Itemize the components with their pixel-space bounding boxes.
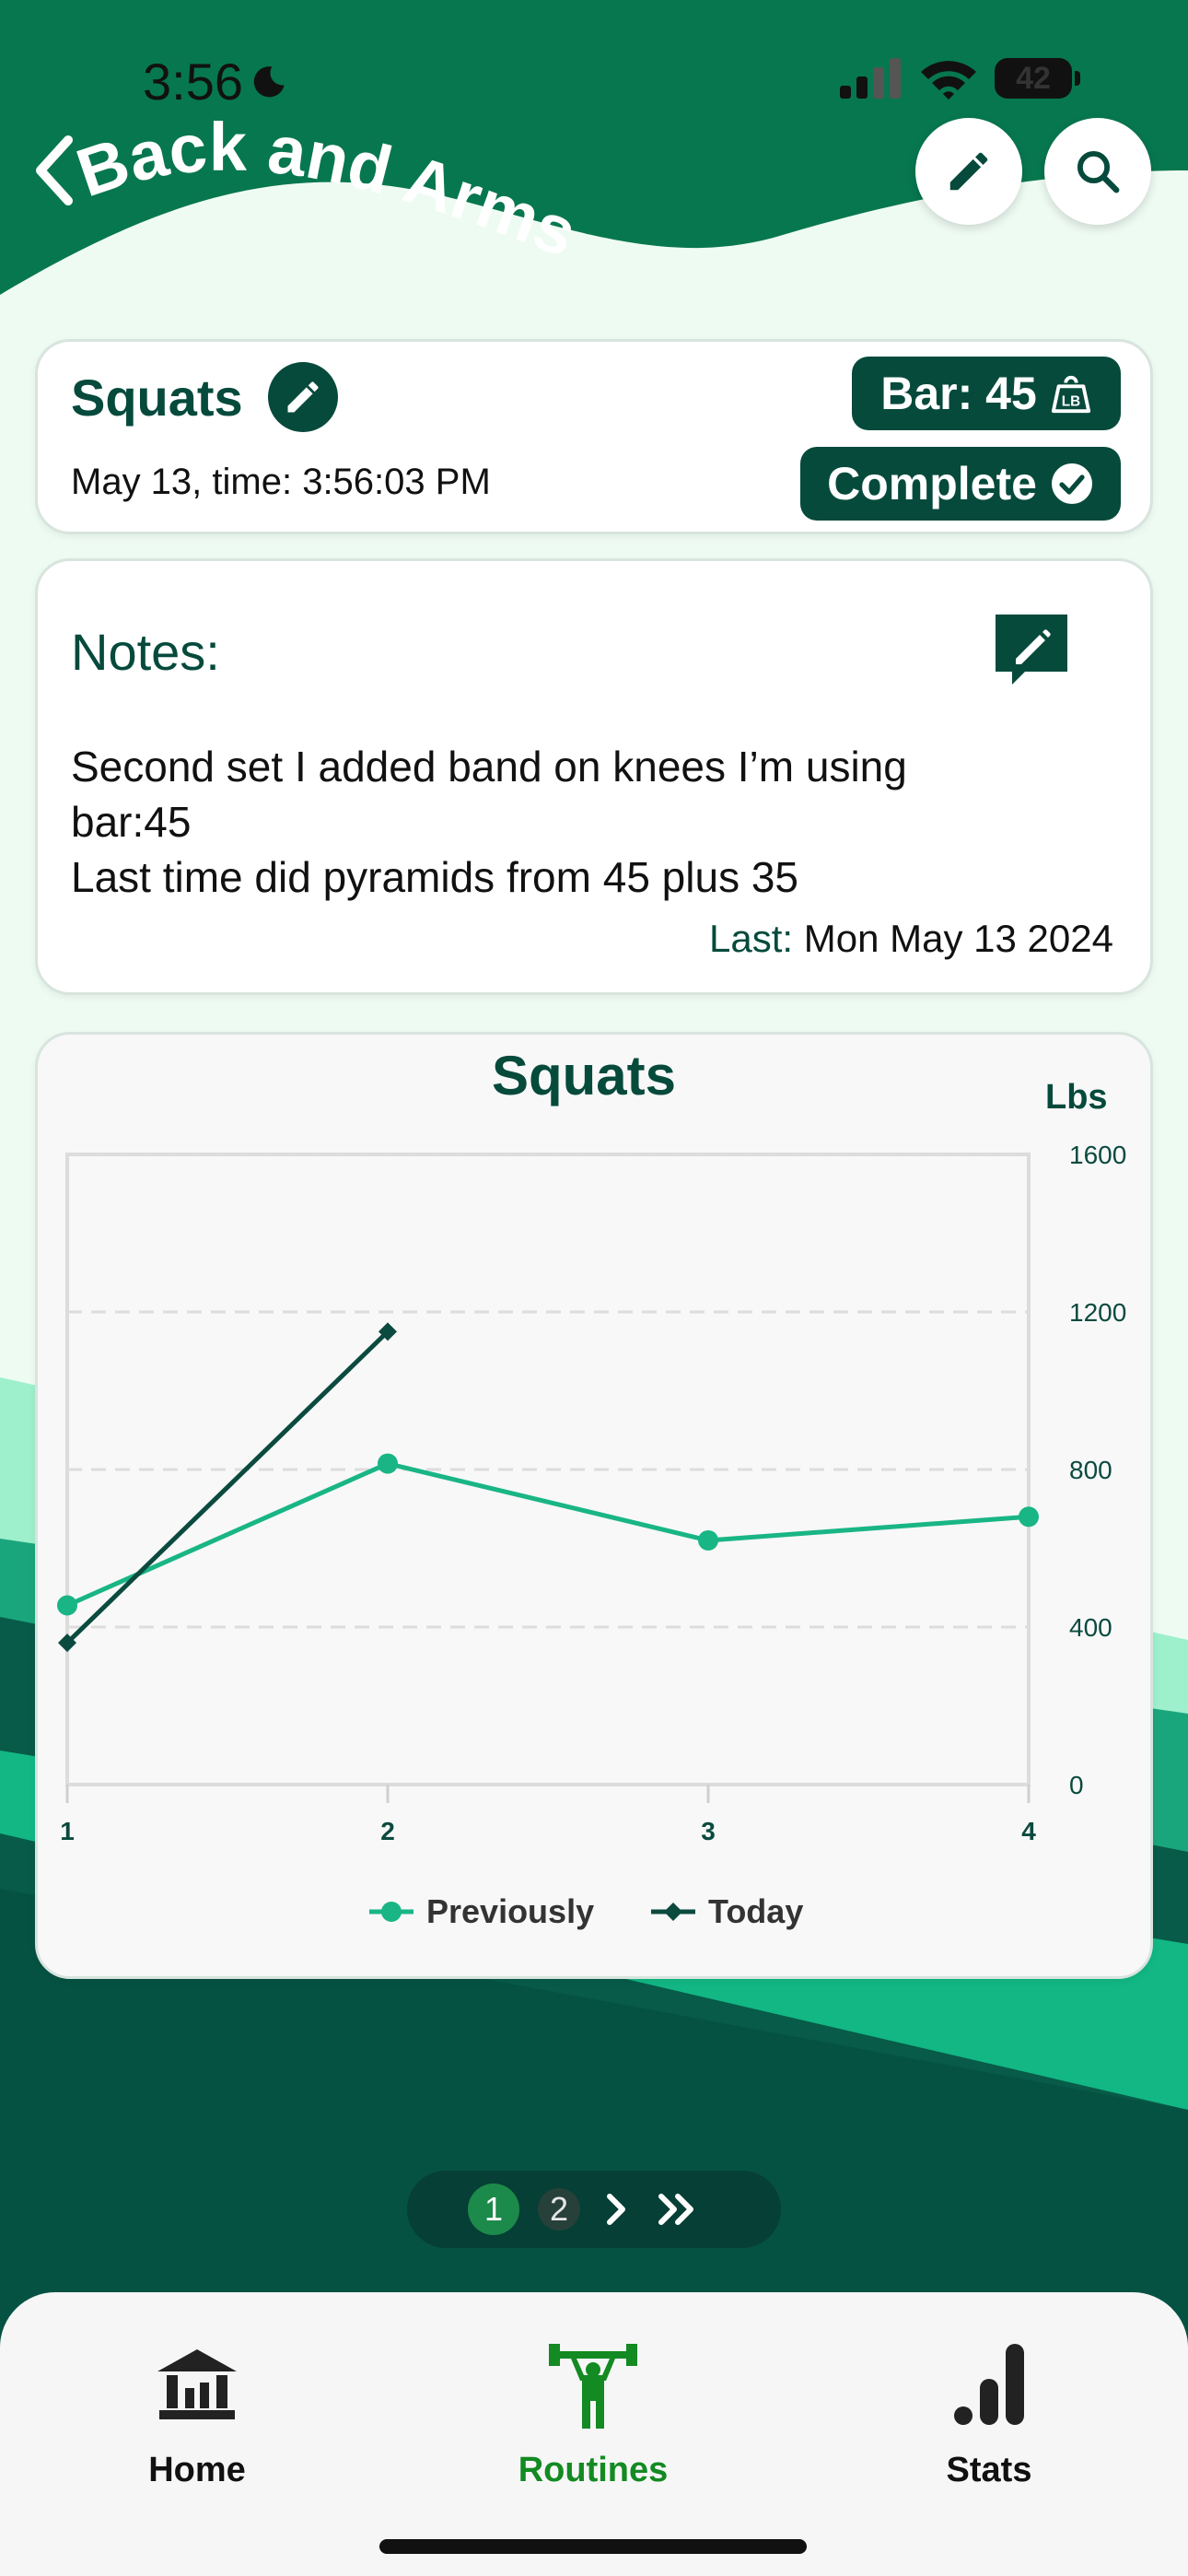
edit-note-icon[interactable]	[992, 611, 1071, 690]
notes-last-value: Mon May 13 2024	[804, 917, 1113, 960]
notes-last-date: Last: Mon May 13 2024	[709, 917, 1113, 961]
chart-card: 0 400 800 1200 1600 Lbs 1 2 3 4 Previously Today Sq…	[35, 1032, 1153, 1979]
bar-weight-label: Bar: 45	[880, 367, 1037, 420]
search-icon	[1073, 146, 1123, 196]
tab-home-label: Home	[59, 2451, 335, 2490]
svg-text:LB: LB	[1062, 393, 1080, 409]
bar-weight-button[interactable]: Bar: 45 LB	[852, 357, 1121, 430]
legend-label: Today	[708, 1892, 803, 1930]
x-tick-label: 2	[380, 1817, 395, 1845]
page-2-button[interactable]: 2	[538, 2188, 580, 2231]
exercise-date-time: May 13, time: 3:56:03 PM	[71, 462, 491, 503]
data-point	[57, 1595, 77, 1615]
notes-title: Notes:	[71, 622, 220, 682]
tab-stats-label: Stats	[851, 2451, 1127, 2490]
y-tick-label: 1200	[1069, 1298, 1126, 1327]
x-tick-label: 3	[701, 1817, 716, 1845]
tab-stats[interactable]: Stats	[851, 2329, 1127, 2490]
tab-routines[interactable]: Routines	[455, 2329, 731, 2490]
y-tick-label: 400	[1069, 1613, 1112, 1642]
legend-marker	[381, 1902, 402, 1922]
exercise-card: Squats May 13, time: 3:56:03 PM Bar: 45 …	[35, 339, 1153, 534]
y-tick-label: 0	[1069, 1771, 1084, 1799]
notes-line: Last time did pyramids from 45 plus 35	[71, 852, 798, 902]
data-point	[698, 1530, 718, 1551]
battery-icon: 42	[995, 58, 1072, 99]
y-tick-label: 800	[1069, 1456, 1112, 1484]
legend-marker	[664, 1903, 682, 1921]
check-circle-icon	[1050, 462, 1094, 506]
pagination: 1 2	[407, 2171, 781, 2248]
tab-home[interactable]: Home	[59, 2329, 335, 2490]
notes-last-label: Last:	[709, 917, 793, 960]
complete-button[interactable]: Complete	[800, 447, 1121, 521]
signal-bars-icon	[952, 2340, 1026, 2429]
y-tick-label: 1600	[1069, 1141, 1126, 1169]
edit-routine-button[interactable]	[915, 118, 1022, 225]
pencil-icon	[944, 146, 994, 196]
page-1-button[interactable]: 1	[468, 2184, 519, 2235]
last-page-icon[interactable]	[654, 2189, 705, 2230]
complete-label: Complete	[827, 457, 1037, 510]
notes-line: bar:45	[71, 797, 191, 847]
home-indicator	[379, 2539, 807, 2554]
back-button-title[interactable]: Back and Arms	[0, 92, 645, 295]
tab-routines-label: Routines	[455, 2451, 731, 2490]
next-page-icon[interactable]	[599, 2189, 635, 2230]
x-tick-label: 4	[1021, 1817, 1036, 1845]
x-tick-label: 1	[60, 1817, 75, 1845]
bank-icon	[156, 2348, 239, 2421]
legend-label: Previously	[426, 1892, 594, 1930]
page-title: Back and Arms	[67, 109, 587, 272]
data-point	[1019, 1506, 1039, 1527]
notes-line: Second set I added band on knees I’m usi…	[71, 742, 907, 791]
pencil-icon	[283, 377, 323, 417]
status-indicators: 42	[838, 57, 1072, 100]
tab-bar: Home Routines Stats	[0, 2292, 1188, 2576]
data-point	[378, 1454, 398, 1474]
exercise-name: Squats	[71, 368, 243, 427]
cellular-signal-icon	[838, 58, 903, 99]
svg-text:Back and Arms: Back and Arms	[67, 109, 587, 272]
search-button[interactable]	[1044, 118, 1151, 225]
wifi-icon	[919, 57, 978, 100]
chart-title: Squats	[38, 1044, 1130, 1107]
notes-card: Notes: Second set I added band on knees …	[35, 558, 1153, 995]
weight-lb-icon: LB	[1050, 372, 1092, 415]
weightlifter-icon	[549, 2338, 637, 2430]
edit-exercise-button[interactable]	[268, 362, 338, 432]
